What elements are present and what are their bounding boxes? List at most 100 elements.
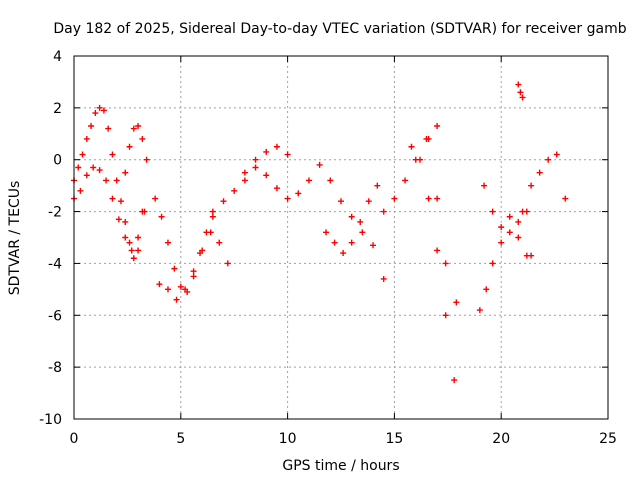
data-point: [139, 135, 146, 142]
data-point: [141, 208, 148, 215]
data-point: [190, 268, 197, 275]
data-point: [434, 247, 441, 254]
chart-title: Day 182 of 2025, Sidereal Day-to-day VTE…: [53, 21, 626, 37]
data-point: [96, 104, 103, 111]
y-tick-label: -6: [48, 308, 62, 324]
data-point: [425, 195, 432, 202]
data-point: [126, 143, 133, 150]
data-point: [128, 247, 135, 254]
series-trace-e: [156, 229, 231, 303]
data-points: [71, 81, 569, 384]
x-tick-label: 25: [599, 431, 617, 447]
data-point: [117, 198, 124, 205]
series-trace-n: [481, 182, 522, 241]
data-point: [536, 169, 543, 176]
grid: [74, 56, 608, 419]
data-point: [417, 156, 424, 163]
data-point: [241, 169, 248, 176]
y-tick-label: 2: [53, 101, 62, 117]
data-point: [199, 247, 206, 254]
data-point: [182, 286, 189, 293]
data-point: [545, 156, 552, 163]
data-point: [323, 229, 330, 236]
series-trace-c: [122, 123, 150, 176]
data-point: [143, 156, 150, 163]
axis-ticks: 0 5 10 15 20 25 -10 -8 -6 -4 -2 0 2 4: [39, 49, 617, 447]
data-point: [122, 169, 129, 176]
data-point: [109, 195, 116, 202]
data-point: [305, 177, 312, 184]
data-point: [263, 148, 270, 155]
data-point: [515, 234, 522, 241]
data-point: [252, 156, 259, 163]
x-tick-label: 20: [492, 431, 510, 447]
series-trace-k: [408, 143, 458, 384]
series-trace-l: [425, 135, 460, 306]
data-point: [126, 239, 133, 246]
data-point: [92, 110, 99, 117]
y-tick-label: -10: [39, 412, 62, 428]
x-tick-label: 5: [176, 431, 185, 447]
data-point: [190, 273, 197, 280]
data-point: [113, 177, 120, 184]
data-point: [348, 239, 355, 246]
data-point: [273, 143, 280, 150]
data-point: [252, 164, 259, 171]
data-point: [284, 195, 291, 202]
series-trace-b: [71, 164, 148, 254]
data-point: [402, 177, 409, 184]
series-trace-f: [209, 143, 291, 215]
series-trace-i: [323, 182, 381, 257]
data-point: [391, 195, 398, 202]
data-point: [506, 213, 513, 220]
y-tick-label: -2: [48, 205, 62, 221]
series-trace-a: [71, 104, 146, 262]
data-point: [338, 198, 344, 205]
data-point: [327, 177, 334, 184]
series-trace-g: [241, 156, 312, 202]
data-point: [177, 283, 184, 290]
data-point: [75, 164, 82, 171]
data-point: [241, 177, 248, 184]
data-point: [88, 123, 95, 130]
data-point: [135, 247, 142, 254]
data-point: [109, 151, 116, 158]
x-tick-label: 0: [70, 431, 79, 447]
data-point: [77, 187, 84, 194]
series-trace-j: [380, 123, 441, 215]
data-point: [79, 151, 86, 158]
data-point: [158, 213, 165, 220]
data-point: [515, 81, 522, 88]
y-tick-label: -4: [48, 256, 62, 272]
x-axis-label: GPS time / hours: [282, 458, 399, 474]
data-point: [90, 164, 97, 171]
data-point: [295, 190, 302, 197]
x-tick-label: 15: [385, 431, 403, 447]
data-point: [273, 185, 280, 192]
data-point: [224, 260, 231, 267]
data-point: [340, 250, 347, 257]
data-point: [451, 377, 458, 384]
series-trace-h: [316, 161, 387, 282]
data-point: [171, 265, 178, 272]
data-point: [164, 239, 171, 246]
data-point: [374, 182, 381, 189]
data-point: [83, 135, 90, 142]
data-point: [519, 94, 526, 101]
data-point: [425, 135, 432, 142]
y-tick-label: 4: [53, 49, 62, 65]
data-point: [442, 312, 449, 319]
data-point: [442, 260, 449, 267]
data-point: [476, 307, 483, 314]
data-point: [519, 208, 526, 215]
y-tick-label: 0: [53, 153, 62, 169]
data-point: [380, 208, 387, 215]
data-point: [408, 143, 415, 150]
y-tick-label: -8: [48, 360, 62, 376]
data-point: [122, 218, 129, 225]
data-point: [122, 234, 129, 241]
data-point: [331, 239, 338, 246]
data-point: [483, 286, 490, 293]
x-tick-label: 10: [279, 431, 297, 447]
